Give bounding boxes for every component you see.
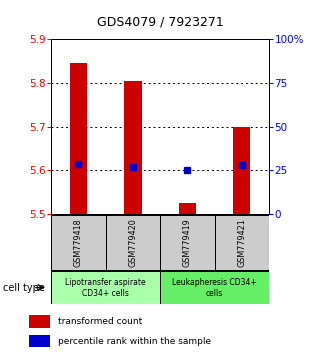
Text: Leukapheresis CD34+
cells: Leukapheresis CD34+ cells — [172, 278, 257, 298]
Bar — [70, 63, 87, 214]
Text: cell type: cell type — [3, 282, 45, 293]
Bar — [124, 81, 142, 214]
Bar — [29, 315, 50, 328]
Text: GSM779420: GSM779420 — [128, 218, 137, 267]
FancyBboxPatch shape — [51, 215, 106, 270]
Text: Lipotransfer aspirate
CD34+ cells: Lipotransfer aspirate CD34+ cells — [65, 278, 146, 298]
Text: percentile rank within the sample: percentile rank within the sample — [58, 337, 212, 346]
Text: GDS4079 / 7923271: GDS4079 / 7923271 — [97, 16, 223, 29]
Bar — [233, 127, 250, 214]
Text: transformed count: transformed count — [58, 317, 143, 326]
FancyBboxPatch shape — [214, 215, 269, 270]
Text: GSM779421: GSM779421 — [237, 218, 246, 267]
FancyBboxPatch shape — [160, 272, 269, 304]
Bar — [29, 335, 50, 347]
Text: GSM779418: GSM779418 — [74, 218, 83, 267]
FancyBboxPatch shape — [106, 215, 160, 270]
Text: GSM779419: GSM779419 — [183, 218, 192, 267]
FancyBboxPatch shape — [160, 215, 214, 270]
FancyBboxPatch shape — [51, 272, 160, 304]
Bar — [179, 203, 196, 214]
